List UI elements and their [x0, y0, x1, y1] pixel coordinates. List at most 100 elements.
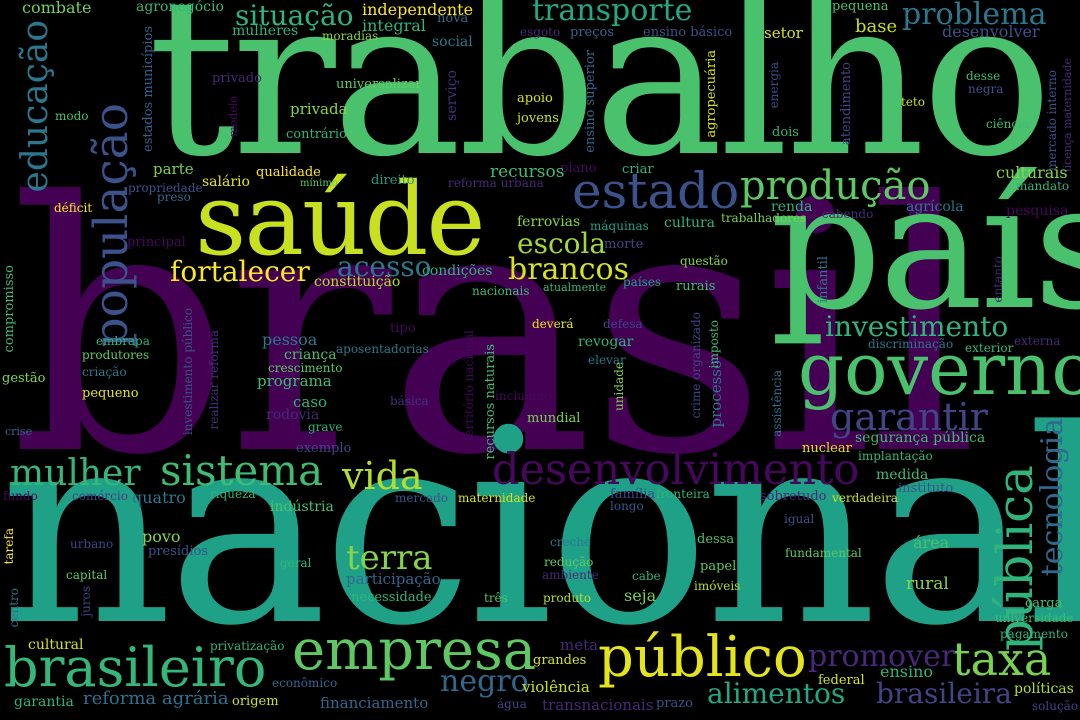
word-violencia: violência	[522, 678, 590, 696]
word-universalizar: universalizar	[336, 77, 422, 92]
word-independente: independente	[362, 0, 474, 19]
word-desse: desse	[966, 69, 1001, 83]
word-tarefa: tarefa	[2, 528, 16, 565]
word-problema: problema	[902, 0, 1047, 32]
word-brasileira: brasileira	[876, 677, 1012, 710]
word-constituicao: constituição	[314, 274, 401, 290]
word-seguranca-publica: segurança pública	[855, 430, 986, 446]
word-reforma-agraria: reforma agrária	[83, 688, 229, 709]
word-longo: longo	[610, 499, 644, 513]
word-reducao: redução	[544, 555, 594, 569]
word-ferrovias: ferrovias	[517, 214, 581, 230]
word-meta: meta	[560, 636, 599, 654]
word-agua: água	[497, 697, 527, 711]
word-familia: família	[610, 487, 656, 502]
word-tres: três	[484, 591, 508, 605]
word-condicoes: condições	[422, 263, 493, 279]
word-garantia: garantia	[14, 694, 74, 710]
word-maternidade: maternidade	[458, 491, 536, 505]
word-culturais: culturais	[996, 163, 1068, 182]
word-promover: promover	[808, 639, 956, 674]
word-acesso: acesso	[337, 250, 432, 283]
word-agropecuaria: agropecuária	[704, 50, 719, 138]
word-salario: salário	[202, 174, 250, 190]
word-modo: modo	[55, 109, 89, 123]
word-agronegocio: agronegócio	[136, 0, 224, 15]
word-rurais: rurais	[676, 279, 716, 294]
word-producao: produção	[740, 163, 931, 209]
word-verdadeira: verdadeira	[832, 491, 898, 505]
word-mulher: mulher	[10, 453, 141, 494]
word-incluindo: incluindo	[495, 389, 552, 403]
word-basica: básica	[390, 394, 429, 408]
word-povo: povo	[142, 527, 181, 546]
word-brancos: brancos	[508, 252, 630, 287]
word-criar: criar	[622, 162, 654, 177]
word-brasil: brasil	[10, 130, 979, 531]
word-trabalho: trabalho	[148, 0, 1053, 205]
word-rural: rural	[906, 574, 949, 594]
word-investimento: investimento	[825, 310, 1009, 343]
word-situacao: situação	[235, 0, 354, 32]
word-terra: terra	[346, 538, 433, 578]
word-economico: econômico	[272, 676, 338, 690]
word-propriedade: propriedade	[128, 181, 203, 195]
word-cultural: cultural	[28, 637, 84, 653]
word-negro: negro	[440, 664, 529, 699]
word-precos: preços	[570, 25, 615, 40]
word-caso: caso	[293, 393, 328, 411]
word-transporte: transporte	[532, 0, 693, 28]
word-instituto: instituto	[898, 481, 954, 496]
word-assistencia: assistência	[770, 370, 784, 437]
word-deficit: déficit	[54, 201, 93, 215]
word-ensino-basico: ensino básico	[643, 25, 733, 40]
word-dois: dois	[772, 125, 799, 140]
word-sistema: sistema	[160, 446, 324, 495]
word-processo: processo	[707, 360, 725, 428]
word-imoveis: imóveis	[694, 579, 741, 593]
word-cabendo: cabendo	[822, 207, 874, 221]
word-setor: setor	[764, 24, 803, 42]
word-centro: centro	[7, 588, 21, 628]
word-preso: preso	[157, 190, 191, 204]
word-geral: geral	[280, 556, 312, 570]
word-area: área	[913, 533, 950, 552]
word-comercio: comércio	[72, 489, 128, 503]
word-exemplo: exemplo	[296, 441, 352, 456]
word-privada: privada	[290, 100, 348, 118]
word-desenvolvimento: desenvolvimento	[492, 445, 860, 495]
word-pequena: pequena	[832, 0, 889, 14]
word-federal: federal	[818, 673, 865, 688]
word-discriminacao: discriminação	[868, 337, 954, 351]
word-rodovia: rodovia	[266, 407, 320, 423]
word-apoio: apoio	[517, 91, 553, 106]
word-urbano: urbano	[70, 537, 114, 551]
word-pessoa: pessoa	[262, 330, 318, 349]
word-mulheres: mulheres	[232, 23, 299, 39]
word-ensino-superior: ensino superior	[583, 50, 598, 153]
word-defesa: defesa	[603, 317, 643, 331]
word-privatizacao: privatização	[210, 639, 285, 653]
word-mundial: mundial	[527, 411, 581, 426]
word-contrario: contrário	[286, 127, 347, 142]
word-principal: principal	[127, 235, 186, 250]
word-produto: produto	[543, 591, 592, 605]
word-licenca-maternidade: licença maternidade	[1061, 58, 1074, 172]
word-integral: integral	[362, 16, 426, 35]
word-pesquisa: pesquisa	[1006, 203, 1069, 219]
word-cultura: cultura	[664, 215, 716, 231]
word-necessidade: necessidade	[351, 590, 432, 605]
word-juros: juros	[79, 586, 93, 617]
word-publico: público	[598, 625, 807, 690]
word-crise: crise	[5, 425, 33, 438]
word-fundo: fundo	[3, 489, 38, 503]
word-exterior: exterior	[965, 341, 1014, 355]
word-devera: deverá	[532, 317, 574, 331]
word-base: base	[855, 16, 898, 37]
word-fortalecer: fortalecer	[170, 255, 310, 288]
word-renda: renda	[771, 199, 813, 215]
word-crianca: criança	[284, 347, 337, 363]
word-atualmente: atualmente	[543, 281, 607, 294]
word-vida: vida	[342, 454, 423, 498]
word-morte: morte	[604, 237, 644, 252]
